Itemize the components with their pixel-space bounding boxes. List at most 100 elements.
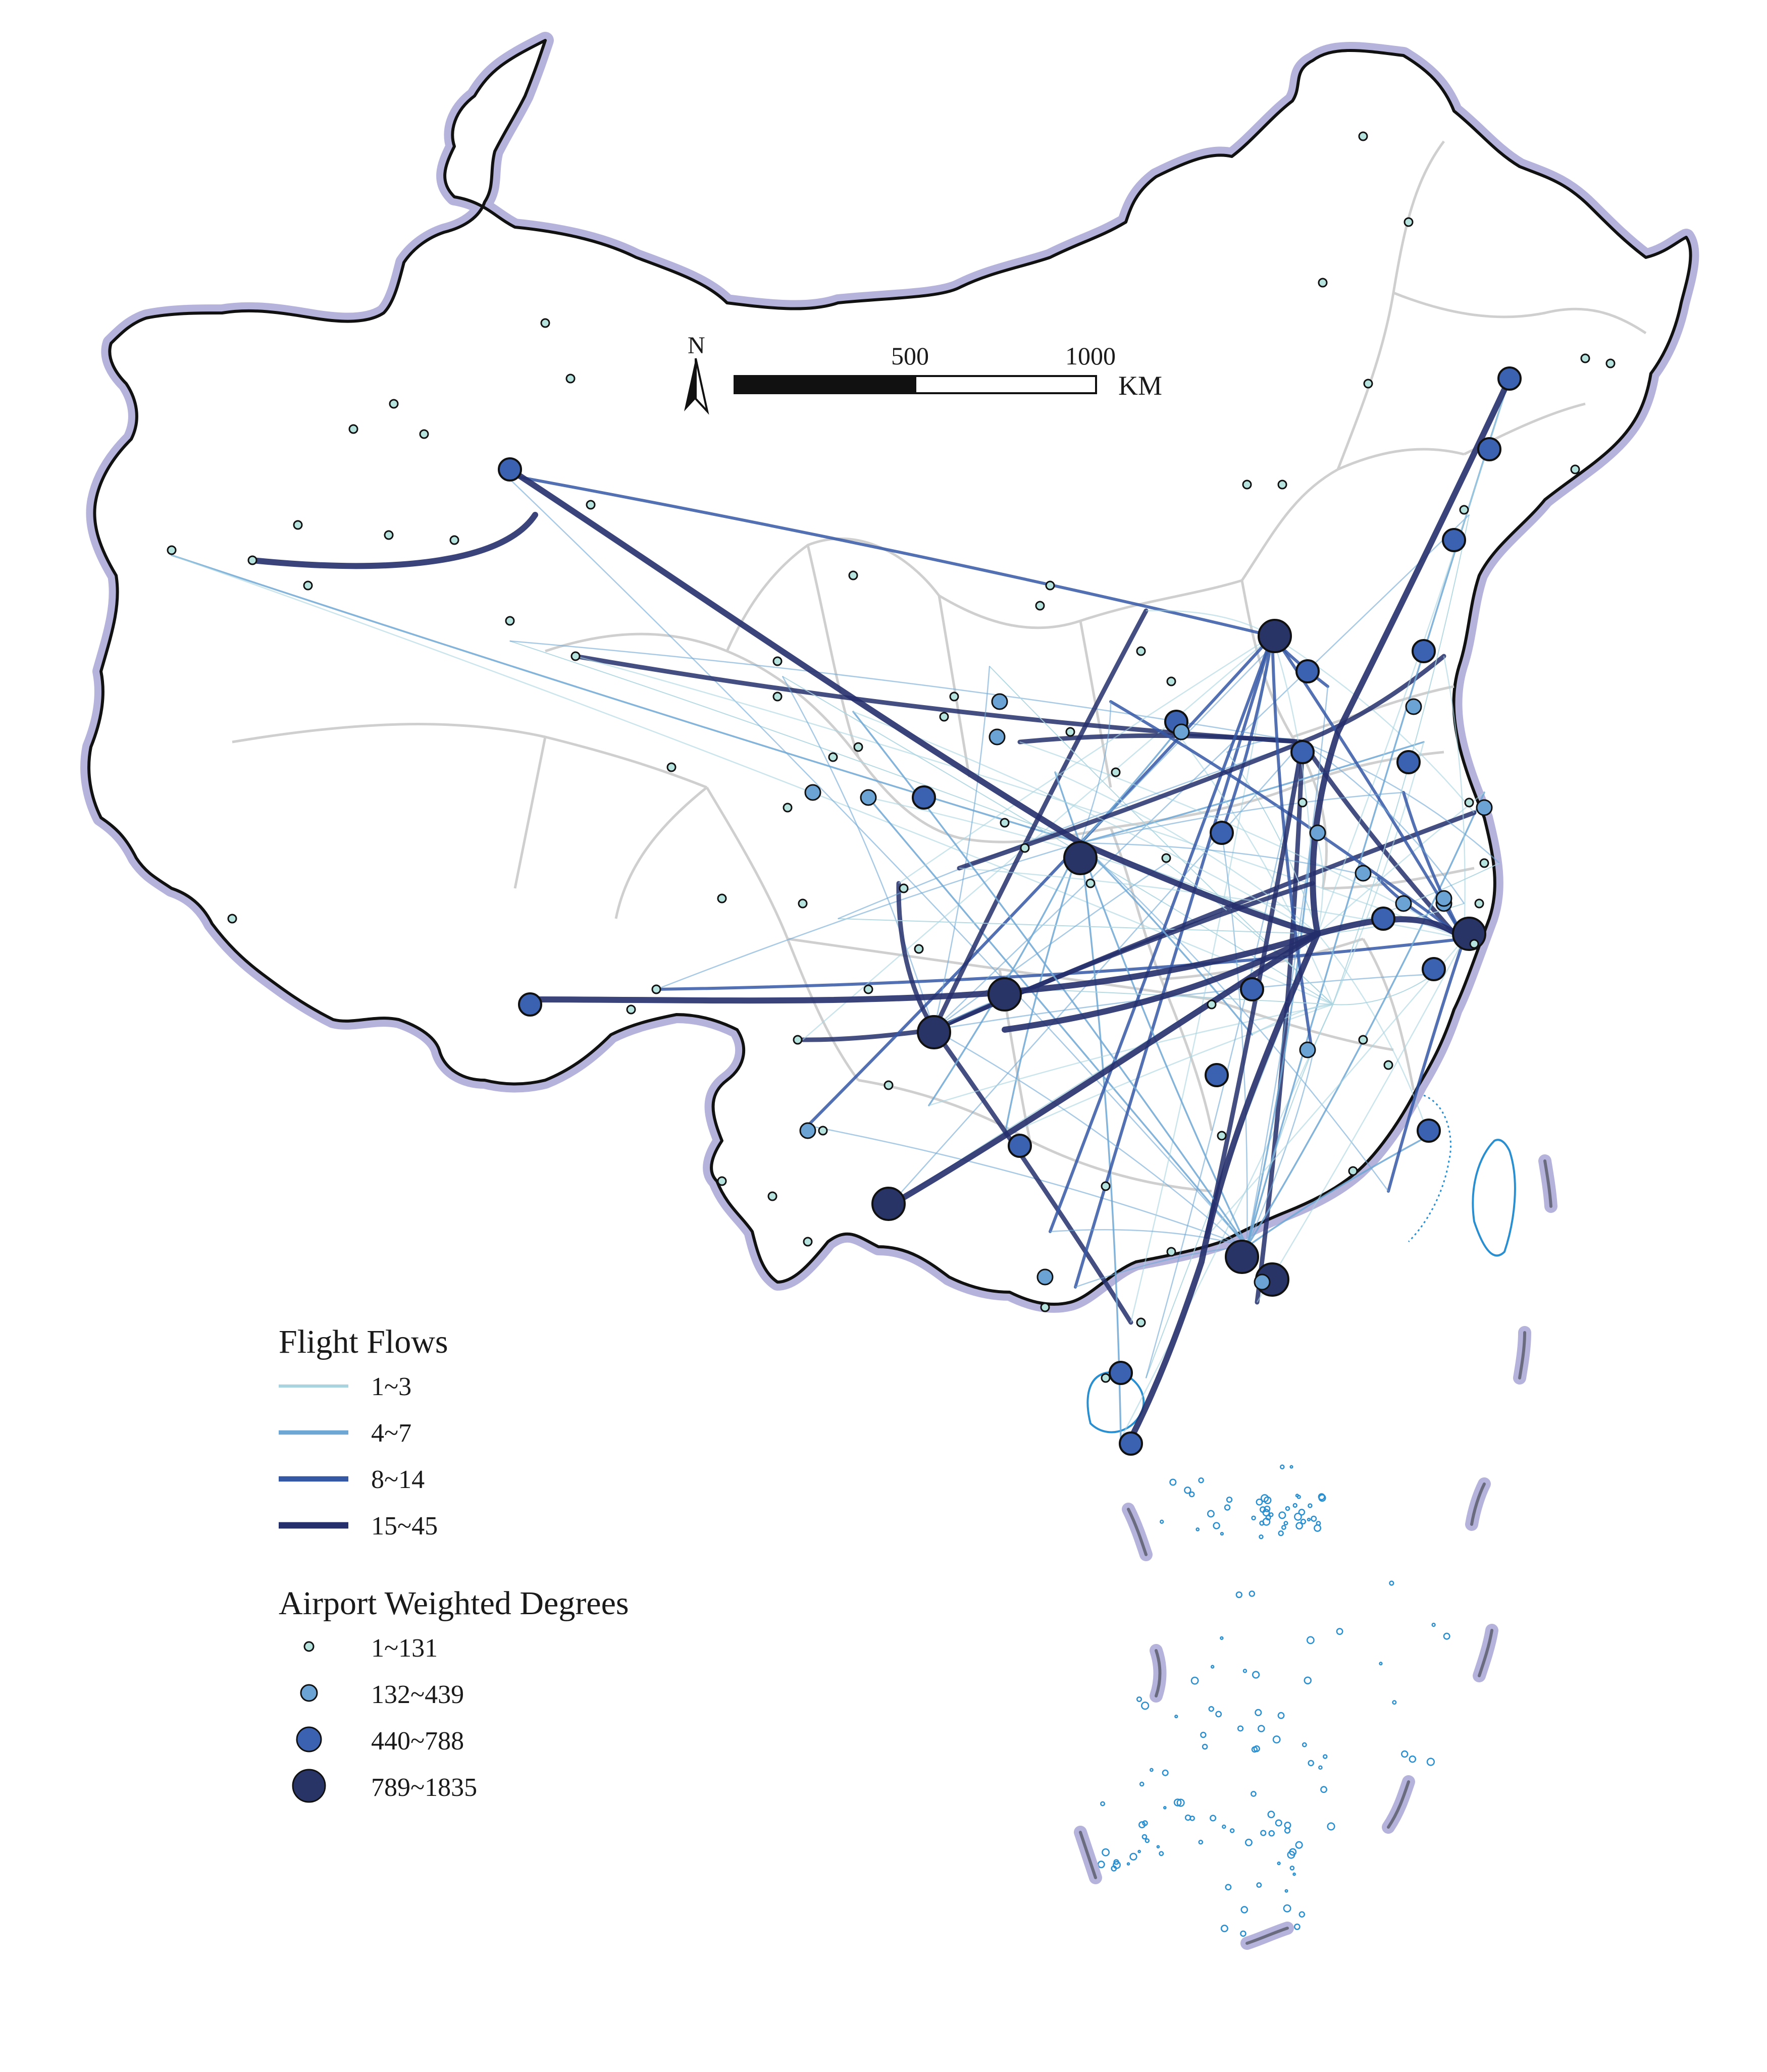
scale-tick-mid: 500 — [891, 342, 929, 370]
small-island — [1265, 1515, 1271, 1521]
flight-flow — [989, 666, 1333, 1005]
airport-node — [419, 429, 429, 439]
airport-node — [1355, 865, 1372, 882]
airport-node — [1404, 217, 1414, 227]
small-island — [1253, 1745, 1260, 1752]
airport-node — [1477, 437, 1501, 461]
flight-flow — [933, 973, 1434, 1031]
airport-node — [1101, 1181, 1111, 1191]
airport-node — [1217, 1131, 1227, 1141]
airport-node — [914, 944, 924, 954]
small-island — [1306, 1636, 1315, 1644]
small-island — [1295, 1494, 1299, 1498]
province-boundary — [1292, 685, 1454, 738]
flight-flow — [1004, 842, 1081, 1137]
province-boundary — [1211, 998, 1394, 1051]
province-boundary — [1393, 291, 1647, 335]
legend-degree-label: 1~131 — [371, 1634, 438, 1663]
small-island — [1281, 1525, 1286, 1530]
small-island — [1278, 1511, 1286, 1519]
flight-flow — [1252, 1003, 1333, 1036]
north-label: N — [688, 332, 705, 359]
flight-flow — [1079, 741, 1425, 844]
small-island — [1251, 1791, 1257, 1797]
airport-node — [1442, 528, 1466, 552]
airport-node — [1395, 895, 1412, 912]
airport-node — [586, 500, 596, 510]
legend-degree-swatch — [292, 1769, 326, 1803]
airport-node — [1045, 580, 1055, 591]
flight-flow-trunk — [249, 512, 538, 569]
small-island — [1173, 1798, 1182, 1807]
coastline-detail — [1408, 1094, 1451, 1243]
small-island — [1229, 1828, 1235, 1833]
airport-node — [389, 399, 399, 409]
flight-flow — [931, 608, 1149, 1032]
small-island — [1443, 1632, 1450, 1640]
small-island — [1311, 1515, 1317, 1522]
flight-flow — [1130, 635, 1273, 1323]
small-island — [1145, 1838, 1150, 1843]
airport-node — [1277, 480, 1287, 490]
flight-flow — [171, 554, 1333, 1005]
flight-flow — [656, 842, 1081, 990]
province-boundary — [938, 579, 1242, 629]
small-island — [1141, 1702, 1150, 1710]
airport-node — [1166, 1247, 1176, 1257]
flight-flow — [1017, 733, 1305, 745]
small-island — [1198, 1477, 1204, 1483]
flight-flow-trunk — [1315, 916, 1467, 942]
legend-flow-label: 1~3 — [371, 1372, 411, 1401]
airport-node — [1580, 353, 1590, 363]
flight-flow — [933, 1029, 1248, 1252]
small-island — [1307, 1517, 1311, 1522]
province-boundary — [614, 786, 708, 919]
airport-node — [804, 784, 821, 801]
small-island — [1292, 1503, 1297, 1508]
airport-node — [1119, 1431, 1143, 1456]
airport-node — [1085, 878, 1096, 888]
airport-node — [1363, 379, 1373, 389]
small-island — [1300, 1518, 1307, 1525]
small-island — [1284, 1827, 1291, 1834]
small-island — [1240, 1906, 1249, 1914]
north-arrow-icon: N — [684, 332, 709, 415]
legend-flow-label: 8~14 — [371, 1465, 425, 1494]
small-island — [1141, 1834, 1148, 1840]
airport-node — [1225, 1240, 1259, 1274]
flight-flow — [1246, 827, 1314, 1248]
airport-node — [1358, 131, 1368, 141]
legend-degree-swatch — [296, 1726, 322, 1752]
small-island — [1150, 1768, 1154, 1772]
small-island — [1100, 1801, 1106, 1807]
small-island — [1298, 1911, 1305, 1918]
flight-flow — [1402, 791, 1466, 940]
airport-node — [384, 530, 394, 540]
flight-flow — [782, 676, 935, 1030]
airport-node — [1358, 1035, 1368, 1045]
small-island — [1302, 1742, 1307, 1747]
airport-node — [798, 898, 808, 909]
small-island — [1159, 1851, 1164, 1856]
small-island — [1097, 1861, 1105, 1869]
flight-flow-trunk — [522, 931, 1321, 1004]
small-island — [1202, 1743, 1208, 1750]
small-island — [1289, 1465, 1293, 1469]
flight-flow — [852, 711, 1248, 1248]
small-island — [1277, 1862, 1281, 1866]
small-island — [1235, 1591, 1242, 1599]
airport-node — [1474, 898, 1484, 909]
airport-node — [1210, 821, 1234, 845]
flight-flow — [1079, 842, 1122, 1440]
scale-unit: KM — [1118, 370, 1162, 401]
airport-node — [666, 762, 677, 772]
flight-flow — [1317, 792, 1485, 934]
airport-node — [565, 374, 576, 384]
airport-node — [498, 457, 522, 482]
small-island — [1160, 1519, 1164, 1524]
flight-flow-trunk — [1310, 376, 1513, 937]
flight-flow — [853, 711, 1318, 935]
airport-node — [1207, 999, 1217, 1010]
small-island — [1292, 1872, 1296, 1876]
